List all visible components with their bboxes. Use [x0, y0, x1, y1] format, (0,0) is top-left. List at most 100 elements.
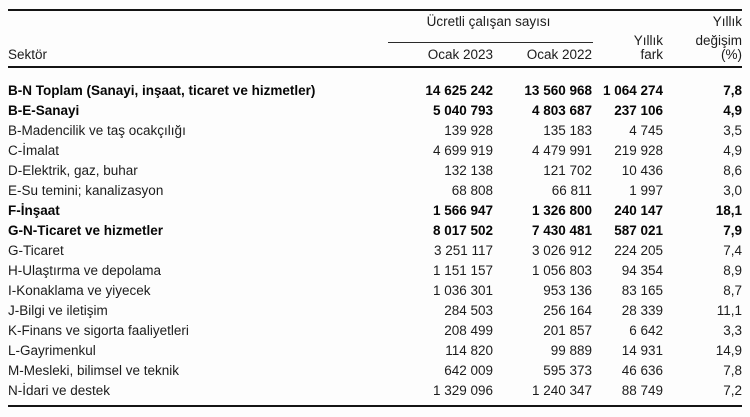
cell-sector: B-N Toplam (Sanayi, inşaat, ticaret ve h…: [8, 83, 316, 98]
cell-yearly-change-pct: 7,8: [723, 363, 742, 378]
table-row: B-Madencilik ve taş ocakçılığı 139 928 1…: [8, 121, 742, 141]
cell-jan2023: 1 151 157: [432, 263, 493, 278]
table-row: G-N-Ticaret ve hizmetler 8 017 502 7 430…: [8, 221, 742, 241]
cell-yearly-diff: 10 436: [621, 163, 663, 178]
cell-jan2022: 135 183: [543, 123, 592, 138]
table-row: E-Su temini; kanalizasyon 68 808 66 811 …: [8, 181, 742, 201]
cell-yearly-diff: 224 205: [614, 243, 663, 258]
cell-yearly-diff: 28 339: [621, 303, 663, 318]
table-row: D-Elektrik, gaz, buhar 132 138 121 702 1…: [8, 161, 742, 181]
cell-jan2023: 132 138: [444, 163, 493, 178]
cell-jan2022: 1 056 803: [531, 263, 592, 278]
cell-yearly-diff: 46 636: [621, 363, 663, 378]
column-header-diff-line2: fark: [640, 47, 663, 62]
cell-yearly-diff: 6 642: [629, 323, 663, 338]
cell-jan2023: 68 808: [451, 183, 493, 198]
cell-jan2022: 7 430 481: [531, 223, 592, 238]
cell-yearly-change-pct: 7,9: [723, 223, 742, 238]
cell-yearly-change-pct: 7,2: [723, 383, 742, 398]
cell-yearly-change-pct: 8,6: [723, 163, 742, 178]
cell-jan2023: 139 928: [444, 123, 493, 138]
cell-jan2023: 1 036 301: [432, 283, 493, 298]
column-header-pct-line3: (%): [721, 47, 742, 62]
group-header-underline: [388, 42, 593, 43]
cell-jan2022: 3 026 912: [531, 243, 592, 258]
cell-jan2023: 5 040 793: [432, 103, 493, 118]
table-header: Ücretli çalışan sayısı Yıllık Yıllık değ…: [8, 9, 742, 68]
cell-jan2022: 121 702: [543, 163, 592, 178]
table-row: G-Ticaret 3 251 117 3 026 912 224 205 7,…: [8, 241, 742, 261]
cell-jan2023: 3 251 117: [433, 243, 493, 258]
column-header-jan2022: Ocak 2022: [526, 47, 592, 62]
cell-jan2023: 1 566 947: [432, 203, 493, 218]
cell-sector: K-Finans ve sigorta faaliyetleri: [8, 323, 189, 338]
cell-yearly-change-pct: 3,5: [723, 123, 742, 138]
table-row: F-İnşaat 1 566 947 1 326 800 240 147 18,…: [8, 201, 742, 221]
cell-yearly-diff: 219 928: [614, 143, 663, 158]
cell-jan2022: 1 240 347: [531, 383, 592, 398]
cell-jan2022: 953 136: [543, 283, 592, 298]
cell-jan2022: 201 857: [543, 323, 592, 338]
cell-yearly-diff: 88 749: [621, 383, 663, 398]
cell-sector: C-İmalat: [8, 143, 60, 158]
cell-yearly-change-pct: 14,9: [715, 343, 742, 358]
table-row: I-Konaklama ve yiyecek 1 036 301 953 136…: [8, 281, 742, 301]
cell-sector: E-Su temini; kanalizasyon: [8, 183, 164, 198]
cell-sector: D-Elektrik, gaz, buhar: [8, 163, 138, 178]
cell-sector: J-Bilgi ve iletişim: [8, 303, 108, 318]
cell-sector: G-Ticaret: [8, 243, 64, 258]
column-header-jan2023: Ocak 2023: [427, 47, 493, 62]
cell-yearly-change-pct: 11,1: [716, 303, 742, 318]
table-row: H-Ulaştırma ve depolama 1 151 157 1 056 …: [8, 261, 742, 281]
cell-jan2023: 642 009: [444, 363, 493, 378]
cell-yearly-change-pct: 7,8: [723, 83, 742, 98]
cell-yearly-change-pct: 3,0: [723, 183, 742, 198]
column-header-sector: Sektör: [8, 47, 48, 62]
cell-yearly-change-pct: 4,9: [723, 143, 742, 158]
cell-yearly-change-pct: 18,1: [715, 203, 742, 218]
cell-yearly-diff: 94 354: [621, 263, 663, 278]
cell-jan2022: 256 164: [543, 303, 592, 318]
cell-sector: B-E-Sanayi: [8, 103, 80, 118]
table-row: L-Gayrimenkul 114 820 99 889 14 931 14,9: [8, 341, 742, 361]
table-row: M-Mesleki, bilimsel ve teknik 642 009 59…: [8, 361, 742, 381]
cell-sector: G-N-Ticaret ve hizmetler: [8, 223, 164, 238]
column-header-diff-line1: Yıllık: [633, 33, 663, 48]
cell-sector: H-Ulaştırma ve depolama: [8, 263, 162, 278]
cell-sector: N-İdari ve destek: [8, 383, 111, 398]
cell-jan2022: 99 889: [550, 343, 592, 358]
cell-yearly-diff: 1 997: [629, 183, 663, 198]
cell-jan2022: 66 811: [551, 183, 592, 198]
cell-jan2023: 208 499: [444, 323, 493, 338]
cell-yearly-change-pct: 7,4: [723, 243, 742, 258]
cell-yearly-diff: 14 931: [621, 343, 663, 358]
cell-sector: B-Madencilik ve taş ocakçılığı: [8, 123, 186, 138]
cell-jan2023: 4 699 919: [432, 143, 493, 158]
table-row: K-Finans ve sigorta faaliyetleri 208 499…: [8, 321, 742, 341]
column-header-pct-line1: Yıllık: [712, 14, 742, 29]
column-header-pct-line2: değişim: [695, 33, 742, 48]
table-row: J-Bilgi ve iletişim 284 503 256 164 28 3…: [8, 301, 742, 321]
cell-sector: F-İnşaat: [8, 203, 60, 218]
cell-yearly-diff: 237 106: [614, 103, 663, 118]
cell-jan2023: 1 329 096: [432, 383, 493, 398]
cell-jan2022: 595 373: [543, 363, 592, 378]
table-row: C-İmalat 4 699 919 4 479 991 219 928 4,9: [8, 141, 742, 161]
cell-jan2023: 114 820: [445, 343, 493, 358]
cell-jan2022: 4 803 687: [531, 103, 592, 118]
cell-jan2023: 284 503: [444, 303, 493, 318]
cell-sector: I-Konaklama ve yiyecek: [8, 283, 151, 298]
cell-yearly-diff: 587 021: [614, 223, 663, 238]
table-row: N-İdari ve destek 1 329 096 1 240 347 88…: [8, 381, 742, 401]
cell-jan2022: 4 479 991: [531, 143, 592, 158]
cell-yearly-change-pct: 8,7: [723, 283, 742, 298]
cell-sector: M-Mesleki, bilimsel ve teknik: [8, 363, 180, 378]
cell-sector: L-Gayrimenkul: [8, 343, 96, 358]
cell-yearly-diff: 4 745: [629, 123, 663, 138]
cell-yearly-change-pct: 8,9: [723, 263, 742, 278]
cell-jan2023: 8 017 502: [432, 223, 493, 238]
cell-yearly-diff: 83 165: [621, 283, 663, 298]
table-row: B-N Toplam (Sanayi, inşaat, ticaret ve h…: [8, 81, 742, 101]
table-body: B-N Toplam (Sanayi, inşaat, ticaret ve h…: [8, 68, 742, 407]
cell-yearly-change-pct: 4,9: [723, 103, 742, 118]
